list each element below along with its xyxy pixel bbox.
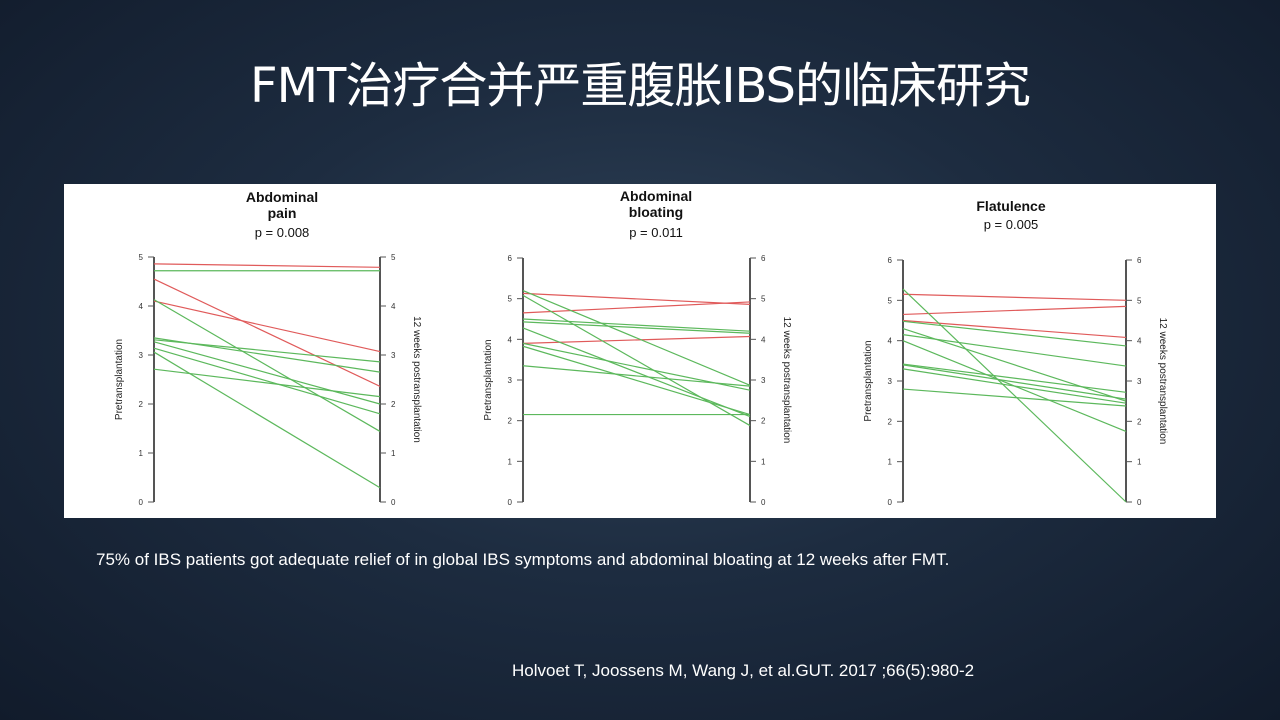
patient-line — [153, 347, 381, 415]
patient-line — [153, 339, 381, 363]
left-tick-label: 4 — [139, 302, 144, 311]
patient-line — [522, 318, 751, 332]
left-axis-label: Pretransplantation — [483, 339, 494, 420]
patient-line — [522, 301, 751, 314]
patient-line — [902, 388, 1127, 407]
patient-line — [902, 368, 1127, 404]
slide-title: FMT治疗合并严重腹胀IBS的临床研究 — [249, 58, 1031, 114]
left-tick-label: 3 — [888, 377, 893, 386]
patient-line — [902, 293, 1127, 301]
patient-line — [522, 365, 751, 387]
patient-line — [902, 319, 1127, 339]
left-tick-label: 5 — [508, 295, 513, 304]
left-tick-label: 2 — [888, 417, 893, 426]
left-tick-label: 2 — [139, 400, 144, 409]
left-tick-label: 2 — [508, 417, 513, 426]
patient-line — [153, 341, 381, 405]
right-tick-label: 0 — [391, 498, 396, 507]
right-tick-label: 0 — [1137, 498, 1142, 507]
right-tick-label: 4 — [761, 335, 766, 344]
right-tick-label: 1 — [761, 457, 766, 466]
left-tick-label: 4 — [888, 337, 893, 346]
right-tick-label: 2 — [761, 417, 766, 426]
left-tick-label: 0 — [888, 498, 893, 507]
patient-line — [153, 299, 381, 432]
left-tick-label: 1 — [888, 458, 893, 467]
right-tick-label: 1 — [391, 449, 396, 458]
chart-subtitle: p = 0.011 — [629, 225, 683, 240]
patient-line — [902, 334, 1127, 367]
patient-line — [902, 363, 1127, 393]
right-tick-label: 0 — [761, 498, 766, 507]
right-tick-label: 2 — [1137, 417, 1142, 426]
chart-title: Abdominal — [620, 188, 692, 204]
right-tick-label: 3 — [391, 351, 396, 360]
patient-line — [153, 351, 381, 489]
left-tick-label: 0 — [139, 498, 144, 507]
left-axis-label: Pretransplantation — [114, 339, 125, 420]
right-tick-label: 2 — [391, 400, 396, 409]
right-axis-label: 12 weeks postransplantation — [411, 316, 422, 443]
chart-subtitle: p = 0.005 — [984, 217, 1039, 232]
right-tick-label: 6 — [761, 254, 766, 263]
left-axis-label: Pretransplantation — [863, 340, 874, 421]
patient-line — [902, 288, 1127, 503]
left-tick-label: 3 — [508, 376, 513, 385]
left-tick-label: 0 — [508, 498, 513, 507]
left-tick-label: 6 — [888, 256, 893, 265]
slide-caption: 75% of IBS patients got adequate relief … — [96, 550, 950, 569]
right-tick-label: 1 — [1137, 458, 1142, 467]
chart-title: bloating — [629, 204, 683, 220]
patient-line — [522, 345, 751, 416]
left-tick-label: 1 — [139, 449, 144, 458]
left-tick-label: 5 — [139, 253, 144, 262]
patient-line — [902, 364, 1127, 400]
right-tick-label: 4 — [1137, 337, 1142, 346]
patient-line — [522, 294, 751, 427]
chart-title: Abdominal — [246, 189, 318, 205]
right-tick-label: 3 — [1137, 377, 1142, 386]
right-tick-label: 5 — [391, 253, 396, 262]
chart-title: pain — [268, 205, 297, 221]
patient-line — [153, 368, 381, 398]
left-tick-label: 3 — [139, 351, 144, 360]
patient-line — [522, 292, 751, 305]
right-axis-label: 12 weeks postransplantation — [1157, 318, 1168, 445]
right-tick-label: 5 — [1137, 296, 1142, 305]
patient-line — [902, 305, 1127, 316]
citation: Holvoet T, Joossens M, Wang J, et al.GUT… — [512, 661, 975, 680]
right-axis-label: 12 weeks postransplantation — [781, 317, 792, 444]
right-tick-label: 6 — [1137, 256, 1142, 265]
patient-line — [522, 321, 751, 334]
patient-line — [902, 320, 1127, 347]
right-tick-label: 4 — [391, 302, 396, 311]
patient-line — [522, 327, 751, 418]
chart-subtitle: p = 0.008 — [255, 225, 310, 240]
right-tick-label: 3 — [761, 376, 766, 385]
left-tick-label: 4 — [508, 335, 513, 344]
patient-line — [153, 263, 381, 268]
right-tick-label: 5 — [761, 295, 766, 304]
patient-line — [153, 278, 381, 387]
left-tick-label: 1 — [508, 457, 513, 466]
patient-line — [522, 289, 751, 386]
chart-title: Flatulence — [976, 198, 1045, 214]
patient-line — [902, 327, 1127, 402]
left-tick-label: 6 — [508, 254, 513, 263]
charts-panel: Abdominal pain p = 0.008 0 0 1 1 2 2 3 3 4 4 5 5 Pretra… — [64, 184, 1216, 518]
patient-line — [153, 300, 381, 353]
left-tick-label: 5 — [888, 296, 893, 305]
